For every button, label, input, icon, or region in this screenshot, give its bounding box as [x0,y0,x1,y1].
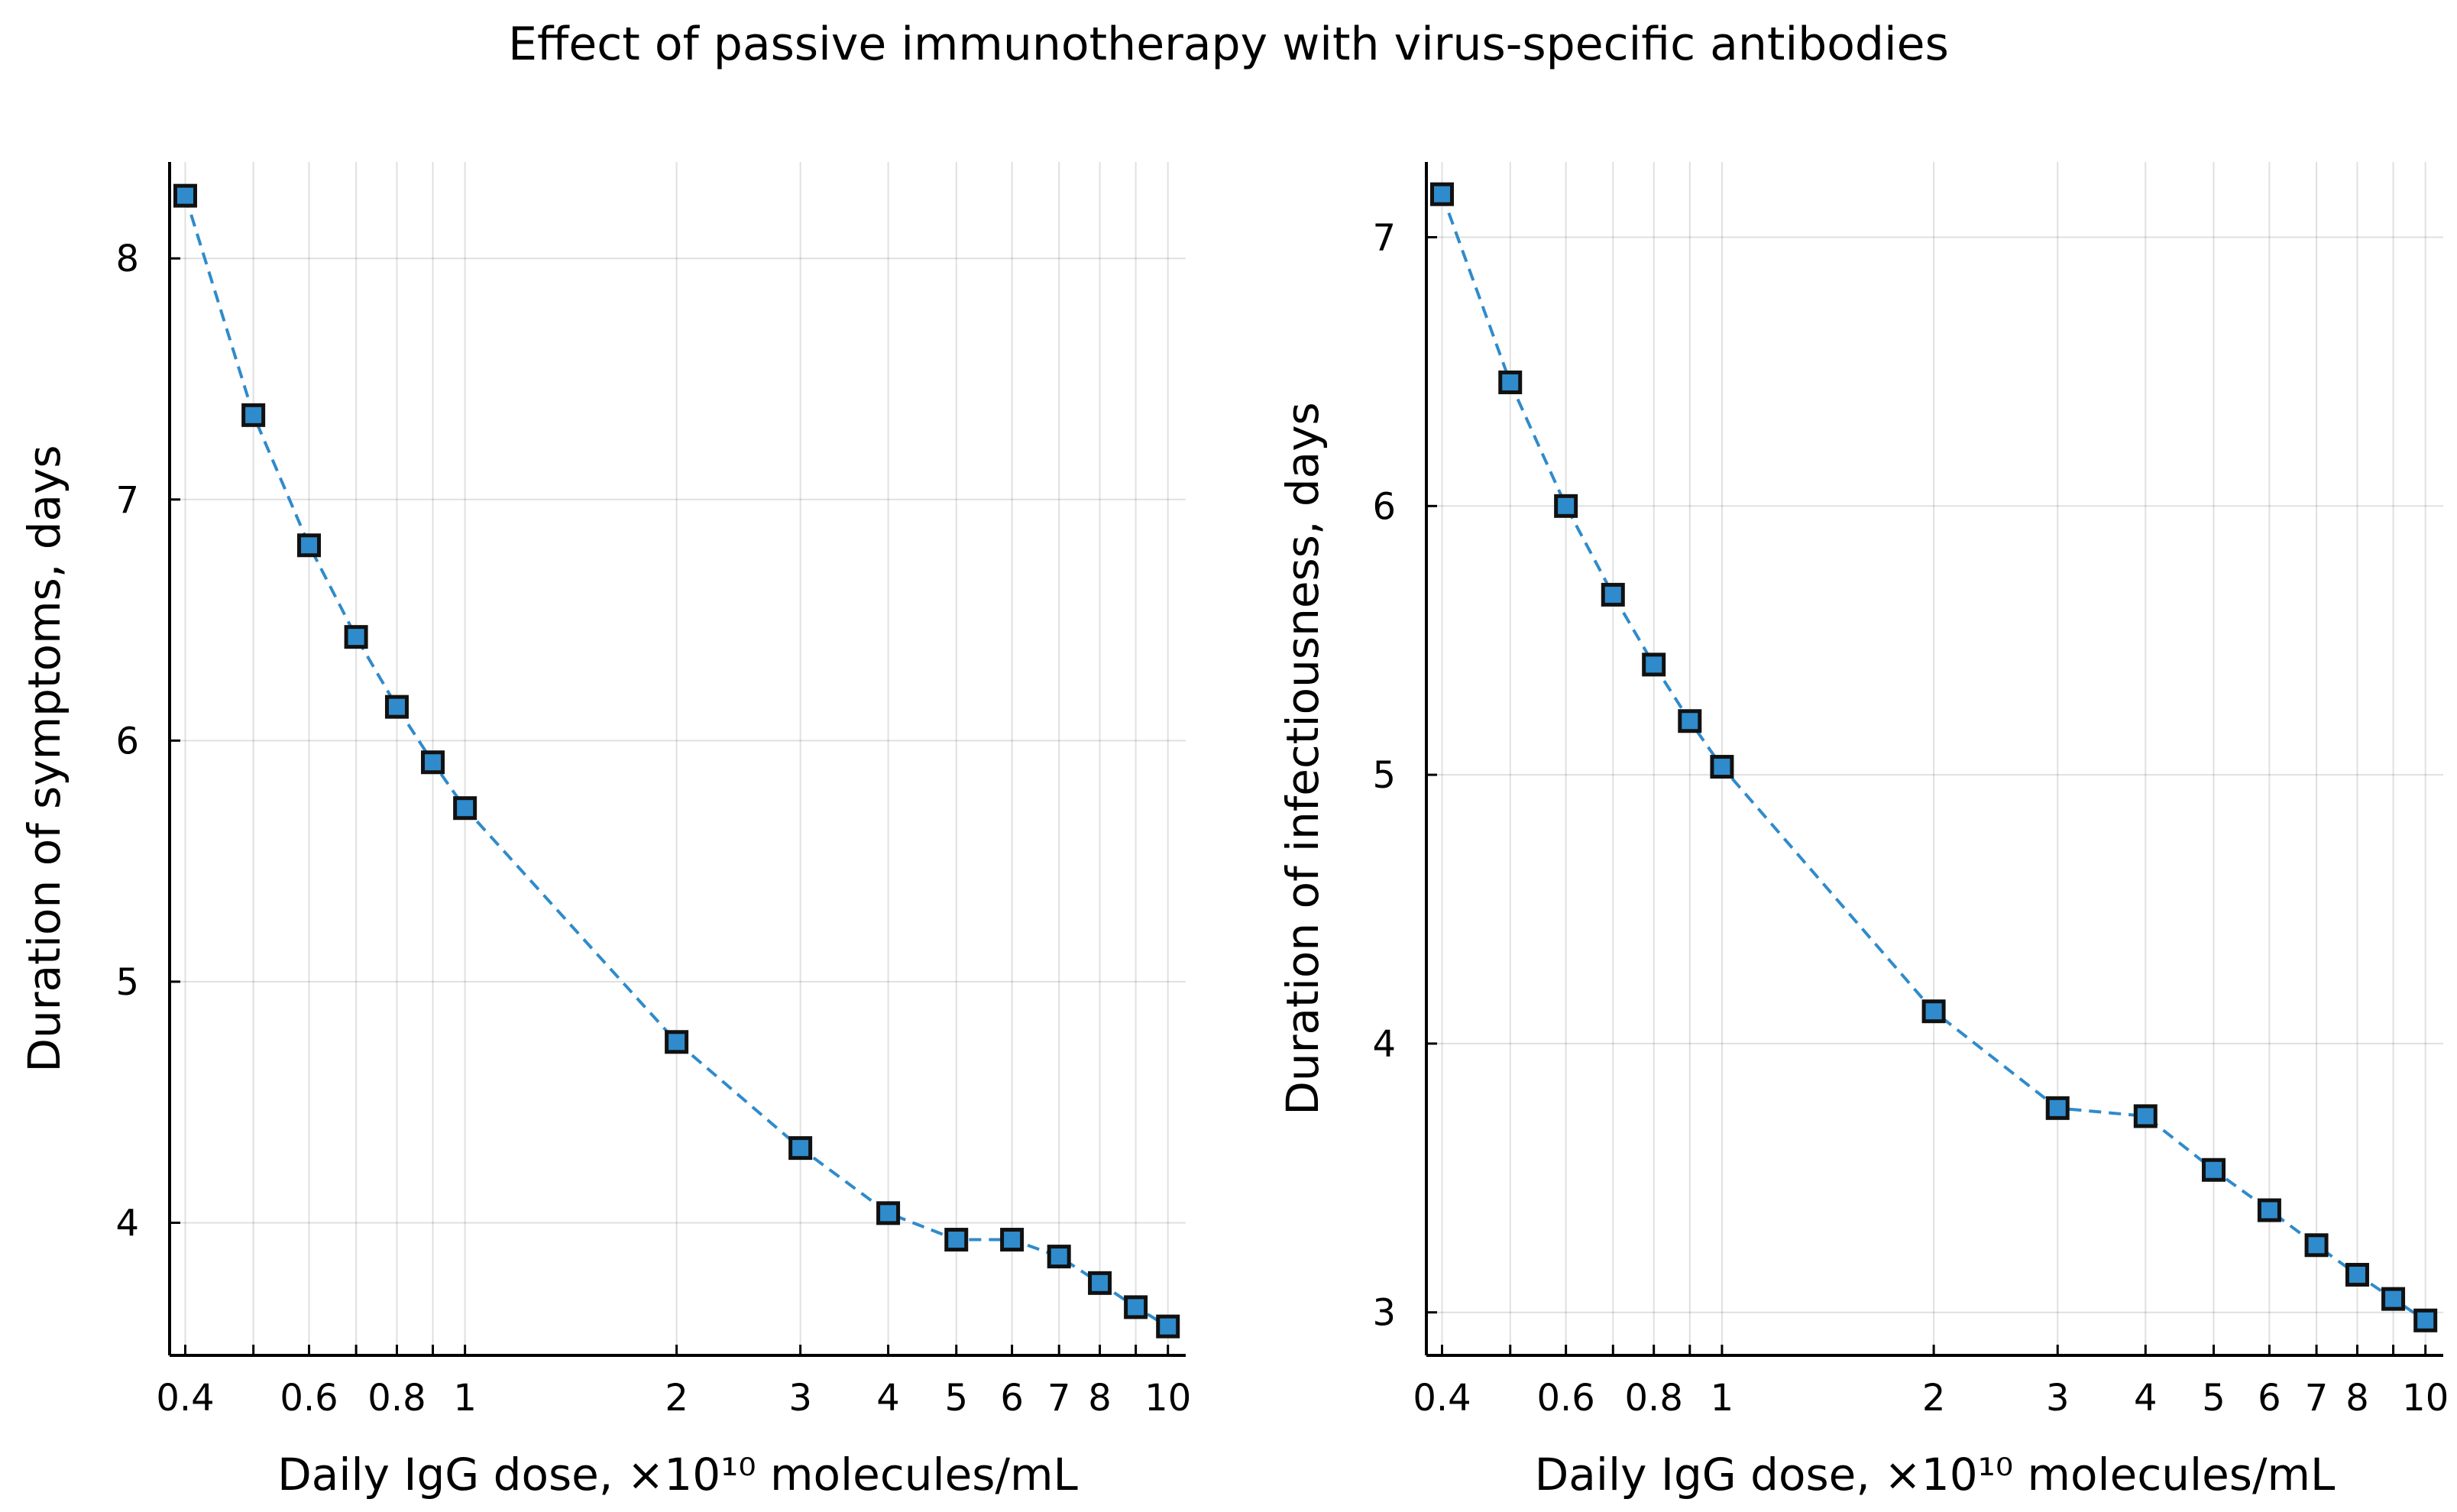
symptoms-x-tick-label: 0.6 [280,1377,338,1420]
symptoms-data-point [1047,1245,1071,1269]
infectiousness-series-line [1440,193,2426,1322]
symptoms-x-tick-label: 2 [665,1377,688,1420]
symptoms-series-line [183,195,1169,1328]
infectiousness-data-point [2202,1157,2226,1182]
figure-title: Effect of passive immunotherapy with vir… [508,18,1949,71]
symptoms-data-point [173,183,197,208]
symptoms-x-tick-label: 8 [1088,1377,1112,1420]
infectiousness-data-point [1430,182,1455,206]
symptoms-y-tick-label: 8 [115,238,139,280]
infectiousness-data-point [2381,1287,2406,1311]
infectiousness-data-point [1678,709,1702,733]
symptoms-y-tick-label: 4 [115,1202,139,1245]
symptoms-x-tick-label: 0.8 [367,1377,426,1420]
infectiousness-x-tick-label: 0.6 [1536,1377,1594,1420]
infectiousness-data-point [1554,494,1578,518]
infectiousness-data-point [1601,582,1625,607]
infectiousness-data-point [1710,755,1734,779]
symptoms-data-point [241,403,266,427]
infectiousness-data-point [1642,652,1666,677]
symptoms-x-tick-label: 10 [1144,1377,1191,1420]
symptoms-x-tick-label: 3 [788,1377,812,1420]
infectiousness-y-axis-title: Duration of infectiousness, days [1277,402,1329,1115]
symptoms-data-point [944,1228,969,1252]
symptoms-y-tick-label: 5 [115,961,139,1004]
symptoms-data-point [421,750,445,775]
symptoms-x-tick-label: 7 [1047,1377,1071,1420]
symptoms-x-tick-label: 6 [1000,1377,1024,1420]
symptoms-x-tick-label: 5 [944,1377,968,1420]
symptoms-y-tick-label: 7 [115,479,139,522]
infectiousness-data-point [2045,1096,2070,1120]
infectiousness-y-tick-label: 7 [1372,217,1396,260]
symptoms-data-point [1000,1228,1025,1252]
infectiousness-data-point [1921,999,1946,1024]
symptoms-data-point [1156,1314,1180,1339]
symptoms-x-tick-label: 0.4 [156,1377,214,1420]
infectiousness-x-tick-label: 1 [1711,1377,1734,1420]
infectiousness-x-tick-label: 3 [2046,1377,2070,1420]
symptoms-x-axis-title: Daily IgG dose, ×10¹⁰ molecules/mL [277,1449,1078,1501]
infectiousness-x-tick-label: 10 [2402,1377,2449,1420]
symptoms-y-axis-title: Duration of symptoms, days [18,445,70,1072]
infectiousness-data-point [1498,370,1523,394]
infectiousness-data-point [2304,1233,2329,1258]
symptoms-y-tick-label: 6 [115,720,139,762]
infectiousness-y-tick-label: 5 [1372,754,1396,797]
symptoms-data-point [876,1201,901,1225]
infectiousness-x-tick-label: 2 [1922,1377,1946,1420]
symptoms-data-point [1088,1271,1112,1295]
infectiousness-y-tick-label: 4 [1372,1023,1396,1066]
infectiousness-x-tick-label: 4 [2134,1377,2158,1420]
infectiousness-data-point [2413,1308,2438,1332]
symptoms-data-point [788,1136,813,1161]
infectiousness-x-tick-label: 0.8 [1625,1377,1683,1420]
symptoms-data-point [297,533,322,558]
symptoms-data-point [665,1030,689,1054]
infectiousness-data-point [2257,1198,2281,1222]
symptoms-data-point [453,796,477,821]
infectiousness-x-tick-label: 7 [2305,1377,2329,1420]
infectiousness-y-tick-label: 6 [1372,485,1396,528]
infectiousness-data-point [2345,1262,2369,1287]
infectiousness-x-tick-label: 8 [2345,1377,2369,1420]
infectiousness-y-tick-label: 3 [1372,1292,1396,1335]
infectiousness-data-point [2133,1104,2158,1128]
symptoms-data-point [1124,1295,1148,1319]
infectiousness-x-tick-label: 0.4 [1413,1377,1471,1420]
infectiousness-x-tick-label: 6 [2258,1377,2281,1420]
symptoms-x-tick-label: 1 [453,1377,477,1420]
symptoms-data-point [344,625,368,649]
symptoms-data-point [384,694,409,719]
infectiousness-x-tick-label: 5 [2202,1377,2226,1420]
infectiousness-x-axis-title: Daily IgG dose, ×10¹⁰ molecules/mL [1535,1449,2336,1501]
symptoms-x-tick-label: 4 [876,1377,900,1420]
